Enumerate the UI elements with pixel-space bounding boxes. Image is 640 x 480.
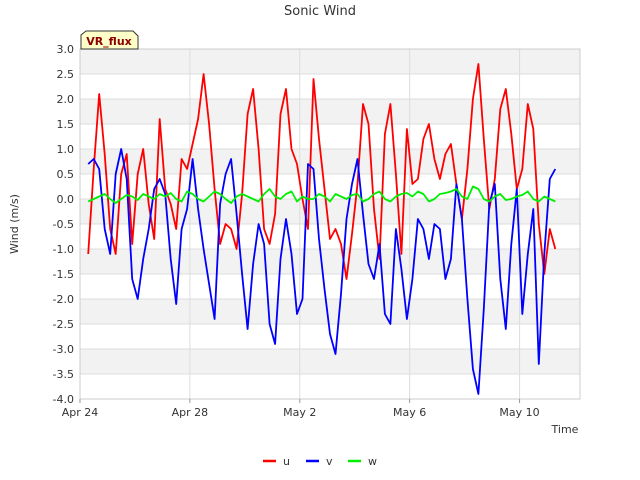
- plot-band: [80, 249, 580, 274]
- y-tick-label: -1.5: [53, 268, 74, 281]
- chart-title: Sonic Wind: [284, 4, 356, 19]
- x-tick-label: May 10: [499, 406, 539, 419]
- plot-band: [80, 349, 580, 374]
- y-tick-label: -3.5: [53, 368, 74, 381]
- x-tick-label: May 2: [283, 406, 316, 419]
- x-axis-label: Time: [551, 423, 579, 436]
- plot-band: [80, 149, 580, 174]
- legend-label-u: u: [283, 455, 290, 468]
- y-tick-label: 2.5: [57, 68, 75, 81]
- legend-label-v: v: [326, 455, 333, 468]
- y-tick-label: 1.5: [57, 118, 75, 131]
- y-tick-label: -2.5: [53, 318, 74, 331]
- legend-label-w: w: [368, 455, 377, 468]
- y-tick-label: -3.0: [53, 343, 74, 356]
- y-tick-label: 0.5: [57, 168, 75, 181]
- x-axis: Apr 24 Apr 28 May 2 May 6 May 10: [62, 399, 540, 419]
- plot-band: [80, 49, 580, 74]
- x-tick-label: May 6: [393, 406, 426, 419]
- y-tick-label: 0.0: [57, 193, 75, 206]
- y-tick-label: 2.0: [57, 93, 75, 106]
- y-tick-label: -0.5: [53, 218, 74, 231]
- plot-band: [80, 99, 580, 124]
- x-tick-label: Apr 28: [172, 406, 209, 419]
- y-tick-label: -2.0: [53, 293, 74, 306]
- series-line-v: [87, 148, 557, 395]
- plot-frame: [79, 48, 581, 400]
- y-tick-label: -1.0: [53, 243, 74, 256]
- y-tick-label: 1.0: [57, 143, 75, 156]
- series-line-w: [87, 185, 556, 204]
- badge-text: VR_flux: [86, 35, 132, 48]
- series-line-u: [87, 63, 557, 280]
- y-axis: 3.0 2.5 2.0 1.5 1.0 0.5 0.0 -0.5 -1.0 -1.5 -2.0 -2.…: [53, 43, 74, 406]
- y-tick-label: -4.0: [53, 393, 74, 406]
- plot-band: [80, 299, 580, 324]
- x-tick-label: Apr 24: [62, 406, 99, 419]
- vr-flux-badge: VR_flux: [80, 30, 139, 50]
- y-axis-label: Wind (m/s): [8, 194, 21, 254]
- legend: u v w: [263, 455, 377, 468]
- y-tick-label: 3.0: [57, 43, 75, 56]
- series-layer: [87, 63, 557, 395]
- badge-background: [80, 30, 139, 50]
